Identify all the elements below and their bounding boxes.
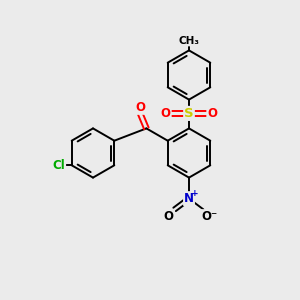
Text: O: O bbox=[207, 107, 218, 120]
Text: O: O bbox=[160, 107, 171, 120]
Text: +: + bbox=[190, 189, 198, 198]
Text: O: O bbox=[135, 101, 146, 114]
Text: S: S bbox=[184, 107, 194, 120]
Text: N: N bbox=[184, 192, 194, 205]
Text: Cl: Cl bbox=[52, 159, 65, 172]
Text: O: O bbox=[164, 210, 174, 223]
Text: O⁻: O⁻ bbox=[201, 210, 218, 223]
Text: CH₃: CH₃ bbox=[178, 35, 200, 46]
